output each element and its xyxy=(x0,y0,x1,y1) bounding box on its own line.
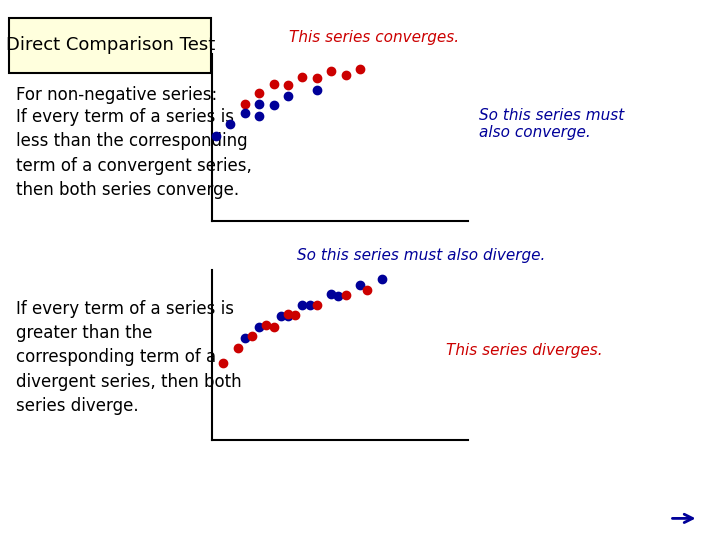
Text: So this series must also diverge.: So this series must also diverge. xyxy=(297,248,545,264)
Text: This series diverges.: This series diverges. xyxy=(446,343,603,358)
Text: If every term of a series is
greater than the
corresponding term of a
divergent : If every term of a series is greater tha… xyxy=(16,300,241,415)
FancyBboxPatch shape xyxy=(9,18,211,73)
Text: Direct Comparison Test: Direct Comparison Test xyxy=(6,36,215,54)
Text: For non-negative series:: For non-negative series: xyxy=(16,86,217,104)
Text: So this series must
also converge.: So this series must also converge. xyxy=(479,108,624,140)
Text: This series converges.: This series converges. xyxy=(289,30,459,45)
Text: If every term of a series is
less than the corresponding
term of a convergent se: If every term of a series is less than t… xyxy=(16,108,252,199)
